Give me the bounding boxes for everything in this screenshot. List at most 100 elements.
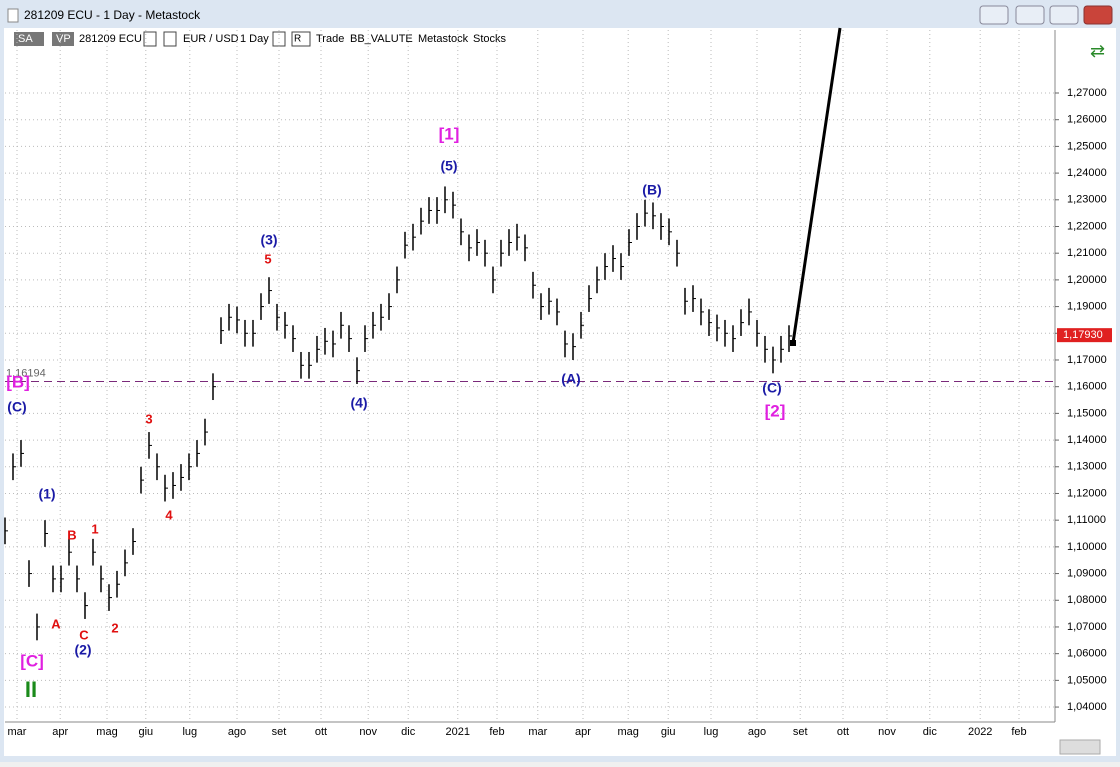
r-label: R xyxy=(294,34,301,45)
y-tick-label: 1,10000 xyxy=(1067,541,1107,553)
x-tick-label: dic xyxy=(923,726,938,738)
y-tick-label: 1,21000 xyxy=(1067,247,1107,259)
x-tick-label: apr xyxy=(575,726,591,738)
maximize-button[interactable] xyxy=(1049,5,1079,25)
y-tick-label: 1,23000 xyxy=(1067,194,1107,206)
y-tick-label: 1,17000 xyxy=(1067,354,1107,366)
symbol-dropdown[interactable] xyxy=(143,31,157,47)
sa-button[interactable] xyxy=(14,32,44,46)
pair: EUR / USD xyxy=(183,33,239,45)
wave-label: A xyxy=(51,616,61,631)
x-tick-label: lug xyxy=(704,726,719,738)
projection-start xyxy=(790,340,796,346)
level-label: 1,16194 xyxy=(6,367,46,379)
last-price-label: 1,17930 xyxy=(1063,329,1103,341)
y-tick-label: 1,15000 xyxy=(1067,407,1107,419)
x-tick-label: mar xyxy=(8,726,27,738)
group: BB_VALUTE xyxy=(350,33,413,45)
r-dropdown[interactable] xyxy=(291,31,311,47)
wave-label: (3) xyxy=(260,232,277,248)
x-tick-label: feb xyxy=(489,726,504,738)
x-tick-label: feb xyxy=(1011,726,1026,738)
x-tick-label: ago xyxy=(228,726,246,738)
wave-label: (B) xyxy=(642,182,661,198)
x-tick-label: ott xyxy=(837,726,849,738)
wave-label: 2 xyxy=(111,620,118,635)
y-tick-label: 1,14000 xyxy=(1067,434,1107,446)
y-tick-label: 1,09000 xyxy=(1067,567,1107,579)
y-tick-label: 1,08000 xyxy=(1067,594,1107,606)
symbol: 281209 ECU xyxy=(79,33,142,45)
window-icon xyxy=(7,8,19,23)
y-tick-label: 1,16000 xyxy=(1067,381,1107,393)
last-price-box xyxy=(1057,328,1112,343)
restore-layout-button[interactable] xyxy=(979,5,1009,25)
close-button[interactable] xyxy=(1083,5,1113,25)
source: Metastock xyxy=(418,33,469,45)
y-tick-label: 1,20000 xyxy=(1067,274,1107,286)
chart-pane xyxy=(4,28,1116,756)
y-tick-label: 1,27000 xyxy=(1067,87,1107,99)
x-tick-label: giu xyxy=(138,726,153,738)
wave-label: 3 xyxy=(145,411,152,426)
y-tick-label: 1,07000 xyxy=(1067,621,1107,633)
y-tick-label: 1,13000 xyxy=(1067,461,1107,473)
x-tick-label: ott xyxy=(315,726,327,738)
wave-label: (1) xyxy=(38,486,55,502)
y-tick-label: 1,22000 xyxy=(1067,220,1107,232)
y-tick-label: 1,25000 xyxy=(1067,140,1107,152)
wave-label: II xyxy=(25,677,37,702)
wave-label: C xyxy=(79,627,89,642)
sa-label: SA xyxy=(18,33,33,45)
toolbar-icon[interactable]: ⇄ xyxy=(1090,41,1105,61)
x-tick-label: nov xyxy=(359,726,377,738)
x-tick-label: lug xyxy=(182,726,197,738)
y-tick-label: 1,24000 xyxy=(1067,167,1107,179)
wave-label: (4) xyxy=(350,395,367,411)
wave-label: B xyxy=(67,527,76,542)
vp-button[interactable] xyxy=(52,32,74,46)
window-title: 281209 ECU - 1 Day - Metastock xyxy=(24,8,201,22)
y-tick-label: 1,11000 xyxy=(1067,514,1106,526)
scrollbar-thumb[interactable] xyxy=(1059,739,1101,755)
period: 1 Day xyxy=(240,33,269,45)
plot: 1,04000 1,05000 1,06000 1,07000 1,08000 1,090… xyxy=(4,30,1112,738)
vp-label: VP xyxy=(56,33,71,45)
y-tick-label: 1,26000 xyxy=(1067,114,1107,126)
wave-label: [B] xyxy=(6,372,30,391)
wave-label: (C) xyxy=(762,380,781,396)
wave-label: (2) xyxy=(74,642,91,658)
wave-label: [C] xyxy=(20,651,44,670)
pair-dropdown[interactable] xyxy=(163,31,177,47)
x-tick-label: dic xyxy=(401,726,416,738)
x-tick-label: 2022 xyxy=(968,726,992,738)
x-tick-label: mag xyxy=(96,726,117,738)
wave-label: (5) xyxy=(440,158,457,174)
projection-line xyxy=(791,27,842,344)
x-tick-label: mag xyxy=(617,726,638,738)
y-tick-label: 1,05000 xyxy=(1067,674,1107,686)
y-tick-label: 1,12000 xyxy=(1067,487,1107,499)
y-tick-label: 1,04000 xyxy=(1067,701,1107,713)
wave-labels: [B] (C) (1) [C] (2) II A B C 1 2 3 4 5 (… xyxy=(6,124,785,701)
x-tick-label: nov xyxy=(878,726,896,738)
kind: Stocks xyxy=(473,33,507,45)
wave-label: (A) xyxy=(561,371,580,387)
x-tick-label: giu xyxy=(661,726,676,738)
x-tick-label: ago xyxy=(748,726,766,738)
x-tick-label: 2021 xyxy=(446,726,470,738)
wave-label: 4 xyxy=(165,507,173,522)
x-tick-label: set xyxy=(272,726,287,738)
minimize-button[interactable] xyxy=(1015,5,1045,25)
wave-label: [2] xyxy=(765,401,786,420)
wave-label: (C) xyxy=(7,399,26,415)
y-tick-label: 1,19000 xyxy=(1067,300,1107,312)
wave-label: 1 xyxy=(91,521,98,536)
wave-label: 5 xyxy=(264,251,271,266)
wave-label: [1] xyxy=(439,124,460,143)
x-tick-label: apr xyxy=(52,726,68,738)
x-tick-label: mar xyxy=(528,726,547,738)
x-tick-label: set xyxy=(793,726,808,738)
